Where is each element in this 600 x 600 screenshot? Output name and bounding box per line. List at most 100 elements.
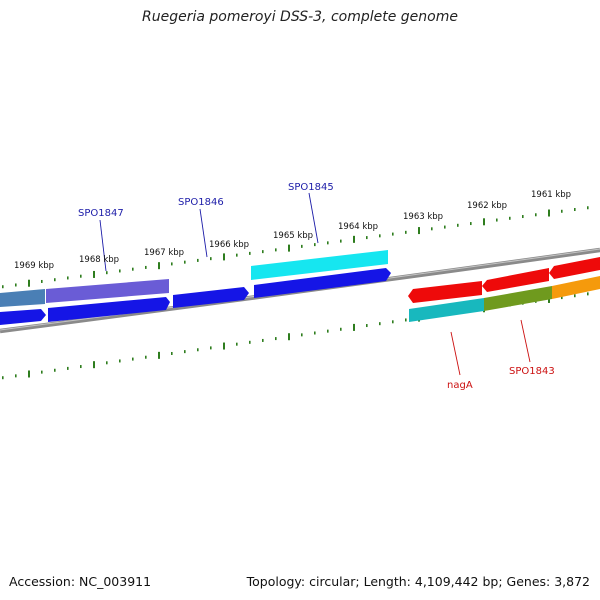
gene-label-naga[interactable]: nagA — [447, 380, 473, 391]
ruler-tick — [2, 376, 4, 380]
ruler-tick — [392, 232, 394, 236]
ruler-tick — [275, 248, 277, 252]
kbp-label: 1968 kbp — [79, 255, 119, 265]
ruler-tick — [223, 253, 225, 261]
kbp-label: 1966 kbp — [209, 240, 249, 250]
ruler-tick — [379, 234, 381, 238]
ruler-tick — [249, 340, 251, 344]
gene-block-steelblue[interactable] — [0, 289, 45, 307]
ruler-tick — [327, 241, 329, 245]
ruler-tick — [158, 262, 160, 270]
ruler-tick — [340, 239, 342, 243]
ruler-tick — [184, 260, 186, 264]
ruler-tick — [54, 278, 56, 282]
ruler-tick — [405, 318, 407, 322]
kbp-label: 1962 kbp — [467, 201, 507, 211]
ruler-tick — [106, 361, 108, 365]
ruler-tick — [275, 337, 277, 341]
gene-block-olive[interactable] — [484, 286, 552, 311]
ruler-tick — [405, 230, 407, 234]
kbp-label: 1964 kbp — [338, 222, 378, 232]
ruler-tick — [262, 250, 264, 254]
ruler-tick — [548, 209, 550, 217]
gene-label-spo1843[interactable]: SPO1843 — [509, 366, 555, 377]
ruler-tick — [535, 213, 537, 217]
gene-label-spo1846[interactable]: SPO1846 — [178, 197, 224, 208]
ruler-tick — [561, 296, 563, 300]
ruler-tick — [54, 368, 56, 372]
ruler-tick — [496, 218, 498, 222]
gene-block-teal[interactable] — [409, 298, 484, 322]
ruler-tick — [80, 274, 82, 278]
ruler-tick — [418, 227, 420, 235]
ruler-tick — [301, 244, 303, 248]
accession-text: Accession: NC_003911 — [9, 574, 152, 589]
ruler-tick — [2, 285, 4, 289]
ruler-tick — [353, 323, 355, 331]
gene-arrow-red-1[interactable] — [408, 281, 482, 303]
kbp-label: 1965 kbp — [273, 231, 313, 241]
ruler-tick — [67, 276, 69, 280]
gene-block-orange[interactable] — [552, 276, 600, 299]
ruler-tick — [444, 225, 446, 229]
ruler-tick — [28, 279, 30, 287]
ruler-tick — [574, 208, 576, 212]
ruler-tick — [314, 331, 316, 335]
gene-arrow-blue-1[interactable] — [0, 309, 46, 325]
ruler-tick — [210, 346, 212, 350]
ruler-tick — [262, 338, 264, 342]
ruler-tick — [15, 374, 17, 378]
ruler-tick — [145, 355, 147, 359]
callout-line-spo1845 — [308, 192, 319, 244]
ruler-tick — [119, 269, 121, 273]
ruler-tick — [67, 366, 69, 370]
gene-arrow-blue-4[interactable] — [254, 268, 391, 298]
ruler-tick — [509, 216, 511, 220]
ruler-tick — [145, 265, 147, 269]
ruler-tick — [431, 227, 433, 231]
ruler-tick — [158, 351, 160, 359]
gene-block-slateblue[interactable] — [46, 279, 169, 303]
ruler-tick — [236, 342, 238, 346]
callout-line-spo1843 — [520, 319, 531, 363]
gene-label-spo1845[interactable]: SPO1845 — [288, 182, 334, 193]
ruler-tick — [561, 209, 563, 213]
gene-block-cyan[interactable] — [251, 250, 388, 280]
callout-line-spo1846 — [199, 208, 208, 258]
ruler-tick — [93, 361, 95, 369]
ruler-tick — [288, 333, 290, 341]
gene-arrow-red-3[interactable] — [549, 257, 600, 279]
kbp-label: 1963 kbp — [403, 212, 443, 222]
ruler-tick — [210, 257, 212, 261]
ruler-tick — [80, 365, 82, 369]
ruler-tick — [587, 206, 589, 210]
ruler-tick — [249, 251, 251, 255]
ruler-tick — [379, 322, 381, 326]
ruler-tick — [470, 222, 472, 226]
gene-arrow-blue-3[interactable] — [173, 287, 249, 308]
ruler-tick — [93, 270, 95, 278]
ruler-tick — [353, 235, 355, 243]
ruler-tick — [28, 370, 30, 378]
gene-arrow-blue-2[interactable] — [48, 297, 170, 322]
ruler-tick — [171, 262, 173, 266]
ruler-tick — [236, 253, 238, 257]
kbp-label: 1967 kbp — [144, 248, 184, 258]
ruler-tick — [288, 244, 290, 252]
ruler-tick — [197, 348, 199, 352]
ruler-outer-ticks — [2, 206, 589, 289]
ruler-tick — [522, 215, 524, 219]
ruler-tick — [366, 236, 368, 240]
ruler-tick — [197, 258, 199, 262]
gene-label-spo1847[interactable]: SPO1847 — [78, 208, 124, 219]
ruler-tick — [41, 370, 43, 374]
ruler-tick — [574, 294, 576, 298]
ruler-tick — [366, 324, 368, 328]
ruler-tick — [340, 327, 342, 331]
ruler-tick — [132, 267, 134, 271]
ruler-tick — [15, 283, 17, 287]
ruler-tick — [392, 320, 394, 324]
gene-arrow-red-2[interactable] — [482, 268, 549, 292]
ruler-tick — [184, 350, 186, 354]
